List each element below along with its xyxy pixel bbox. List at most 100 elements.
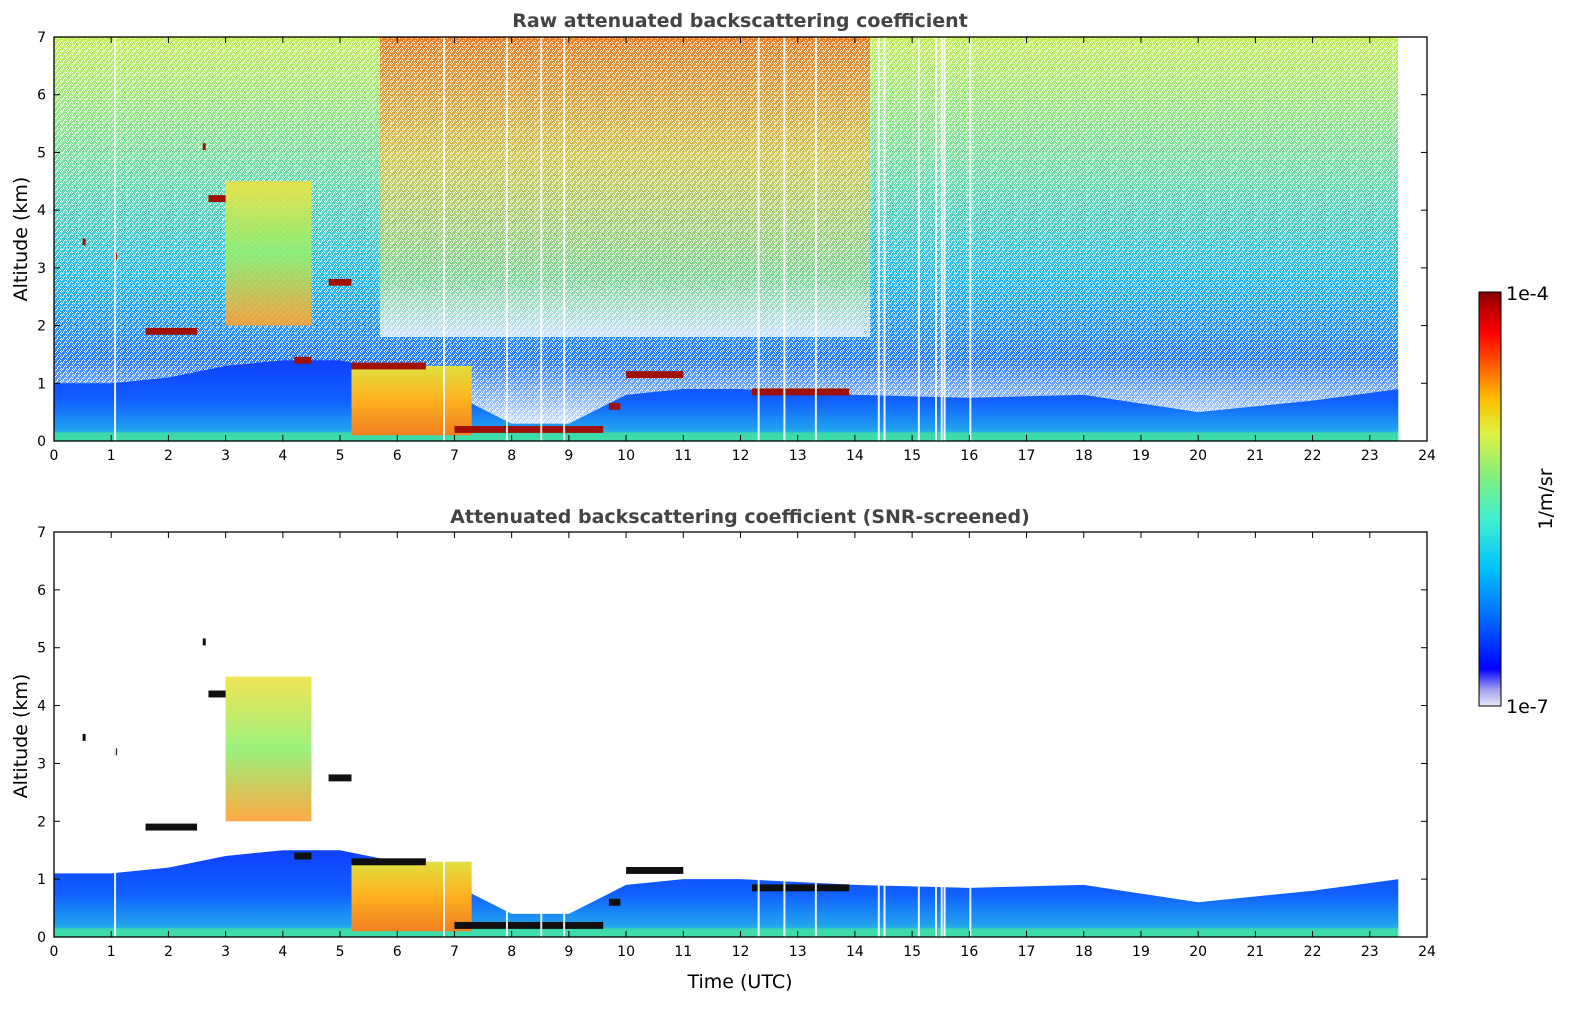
x-tick-label: 16 — [960, 448, 978, 464]
cloud-layer — [351, 858, 426, 866]
x-tick-label: 15 — [903, 944, 921, 960]
aerosol-plume — [351, 365, 472, 436]
x-tick-label: 5 — [336, 448, 345, 464]
screened-y-axis-label: Altitude (km) — [10, 674, 32, 799]
y-tick-label: 1 — [37, 872, 46, 888]
x-tick-label: 0 — [50, 448, 59, 464]
screened-panel-title: Attenuated backscattering coefficient (S… — [450, 506, 1030, 528]
x-tick-label: 17 — [1018, 448, 1036, 464]
cloud-layer — [751, 388, 850, 396]
x-tick-label: 21 — [1246, 448, 1264, 464]
raw-y-ticks: 0 1 2 3 4 5 6 7 — [37, 30, 1427, 450]
data-gap — [917, 37, 920, 441]
x-tick-label: 8 — [507, 448, 516, 464]
y-tick-label: 1 — [37, 376, 46, 392]
cloud-layer — [626, 371, 684, 379]
data-gap — [114, 532, 117, 937]
y-tick-label: 6 — [37, 583, 46, 599]
x-tick-label: 17 — [1018, 944, 1036, 960]
data-gap — [814, 37, 817, 441]
x-tick-label: 20 — [1189, 944, 1207, 960]
data-gap — [877, 532, 880, 937]
data-gap — [917, 532, 920, 937]
raw-panel-title: Raw attenuated backscattering coefficien… — [512, 10, 968, 32]
cloud-layer — [208, 195, 226, 203]
data-gap — [540, 37, 543, 441]
data-gap — [757, 532, 760, 937]
x-tick-label: 11 — [674, 944, 692, 960]
cloud-layer — [294, 852, 312, 860]
x-tick-label: 9 — [564, 944, 573, 960]
cloud-layer — [608, 898, 621, 906]
x-tick-label: 12 — [732, 448, 750, 464]
data-gap — [783, 37, 786, 441]
x-tick-label: 12 — [732, 944, 750, 960]
x-tick-label: 19 — [1132, 944, 1150, 960]
x-tick-label: 20 — [1189, 448, 1207, 464]
colorbar-gradient — [1478, 291, 1502, 707]
x-tick-label: 7 — [450, 448, 459, 464]
cloud-layer — [454, 425, 604, 433]
raw-feature-layers — [54, 37, 1427, 441]
data-gap — [883, 37, 886, 441]
y-tick-label: 7 — [37, 30, 46, 46]
y-tick-label: 0 — [37, 434, 46, 450]
raw-x-ticks: 0 1 2 3 4 5 6 7 8 9 10 11 12 13 14 15 16 17 18 19 20 21 22 23 24 — [50, 37, 1436, 464]
cloud-layer — [454, 921, 604, 929]
data-gap — [940, 37, 943, 441]
x-tick-label: 19 — [1132, 448, 1150, 464]
y-tick-label: 0 — [37, 930, 46, 946]
cloud-layer — [608, 402, 621, 410]
cloud-layer — [351, 362, 426, 370]
x-tick-label: 5 — [336, 944, 345, 960]
y-tick-label: 2 — [37, 319, 46, 335]
data-gap — [877, 37, 880, 441]
screened-x-ticks: 0 1 2 3 4 5 6 7 8 9 10 11 12 13 14 15 16 17 18 19 20 21 22 23 24 — [50, 532, 1436, 960]
cloud-layer — [145, 327, 198, 335]
cloud-layer — [208, 690, 226, 698]
data-gap — [443, 532, 446, 937]
x-tick-label: 22 — [1304, 944, 1322, 960]
surface-layer — [54, 432, 1399, 441]
x-tick-label: 11 — [674, 448, 692, 464]
cloud-layer — [328, 774, 352, 782]
x-tick-label: 6 — [393, 448, 402, 464]
x-tick-label: 22 — [1304, 448, 1322, 464]
y-tick-label: 4 — [37, 699, 46, 715]
x-tick-label: 2 — [164, 448, 173, 464]
data-gap — [969, 37, 972, 441]
cloud-layer — [202, 143, 206, 151]
cloud-layer — [82, 733, 86, 741]
x-tick-label: 10 — [617, 448, 635, 464]
x-tick-label: 8 — [507, 944, 516, 960]
x-tick-label: 14 — [846, 448, 864, 464]
x-tick-label: 7 — [450, 944, 459, 960]
x-axis-label: Time (UTC) — [686, 971, 792, 993]
cloud-layer — [751, 884, 850, 892]
cloud-layer — [294, 356, 312, 364]
x-tick-label: 1 — [107, 944, 116, 960]
colorbar-min-label: 1e-7 — [1506, 696, 1549, 718]
x-tick-label: 23 — [1361, 448, 1379, 464]
x-tick-label: 10 — [617, 944, 635, 960]
cloud-layer — [626, 866, 684, 874]
y-tick-label: 3 — [37, 261, 46, 277]
x-tick-label: 21 — [1246, 944, 1264, 960]
x-tick-label: 3 — [221, 448, 230, 464]
data-gap — [814, 532, 817, 937]
data-gap — [563, 532, 566, 937]
cloud-layer — [202, 638, 206, 646]
x-tick-label: 4 — [278, 944, 287, 960]
x-tick-label: 24 — [1418, 448, 1436, 464]
y-tick-label: 2 — [37, 814, 46, 830]
raw-y-axis-label: Altitude (km) — [10, 177, 32, 302]
y-tick-label: 6 — [37, 88, 46, 104]
cloud-layer — [82, 238, 86, 246]
data-gap — [935, 37, 938, 441]
data-gap — [505, 37, 508, 441]
colorbar-max-label: 1e-4 — [1506, 283, 1549, 305]
colorbar: 1e-4 1e-7 1/m/sr — [1478, 283, 1557, 718]
x-tick-label: 13 — [789, 448, 807, 464]
screened-feature-layers — [54, 532, 1427, 937]
data-gap — [883, 532, 886, 937]
